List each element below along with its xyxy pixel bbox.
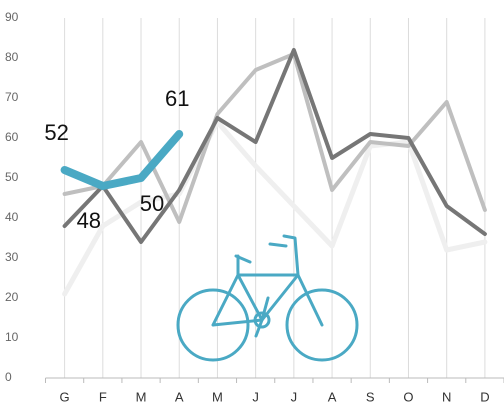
- x-tick-label: M: [212, 389, 223, 404]
- x-tick-label: J: [252, 389, 259, 404]
- y-tick-label: 60: [5, 130, 19, 144]
- x-tick-label: F: [99, 389, 107, 404]
- x-tick-label: G: [60, 389, 70, 404]
- x-tick-label: D: [480, 389, 489, 404]
- y-tick-label: 30: [5, 250, 19, 264]
- series-line: [62, 119, 488, 297]
- y-tick-label: 90: [5, 10, 19, 24]
- series-line: [62, 52, 487, 224]
- data-label: 48: [77, 208, 101, 233]
- x-tick-label: A: [328, 389, 337, 404]
- series-line: [62, 48, 487, 244]
- x-tick-label: O: [403, 389, 413, 404]
- x-tick-label: A: [175, 389, 184, 404]
- data-label: 50: [140, 191, 164, 216]
- data-label: 61: [165, 86, 189, 111]
- x-tick-label: N: [442, 389, 451, 404]
- y-tick-label: 20: [5, 290, 19, 304]
- y-tick-label: 50: [5, 170, 19, 184]
- y-tick-label: 0: [5, 370, 12, 384]
- y-tick-label: 40: [5, 210, 19, 224]
- data-label: 52: [44, 120, 68, 145]
- x-tick-label: M: [136, 389, 147, 404]
- series-line: [60, 130, 184, 190]
- x-tick-label: S: [366, 389, 375, 404]
- x-tick-label: J: [291, 389, 298, 404]
- y-tick-label: 70: [5, 90, 19, 104]
- bicycle-icon: [176, 234, 359, 362]
- y-tick-label: 10: [5, 330, 19, 344]
- y-tick-label: 80: [5, 50, 19, 64]
